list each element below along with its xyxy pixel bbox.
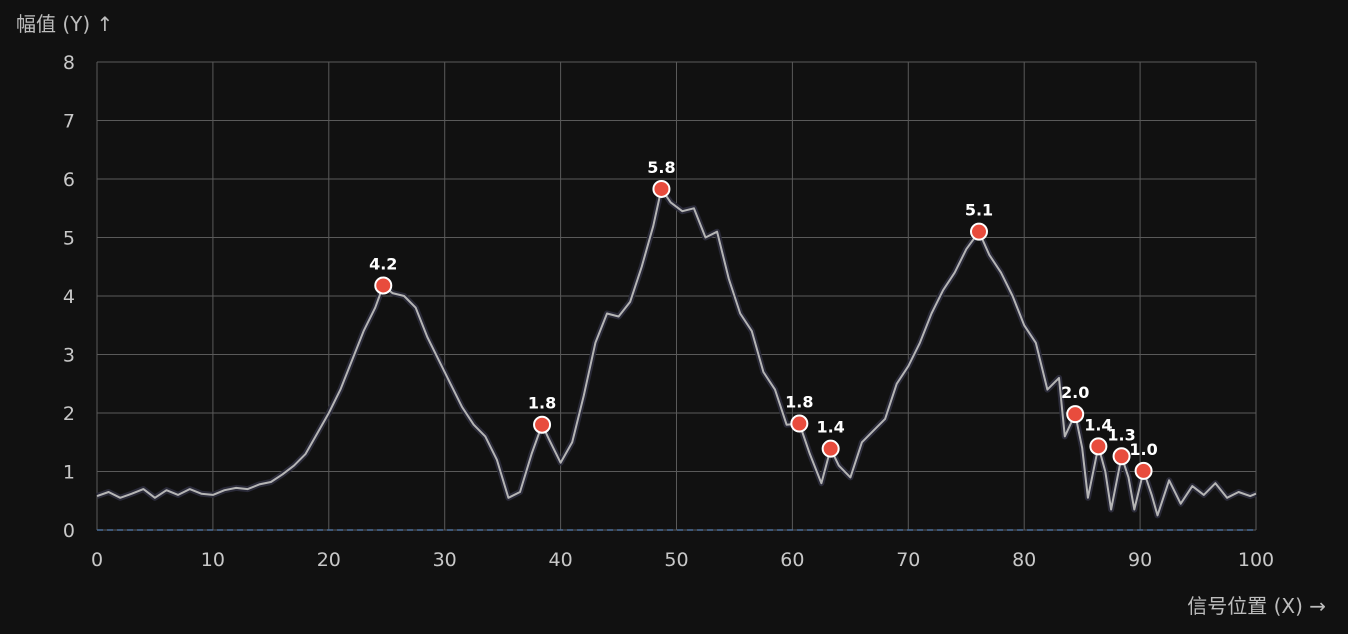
peak-marker: [533, 415, 552, 434]
y-tick-label: 1: [63, 462, 75, 484]
x-tick-label: 70: [896, 549, 920, 571]
x-tick-label: 50: [664, 549, 688, 571]
x-tick-label: 40: [549, 549, 573, 571]
x-tick-label: 100: [1238, 549, 1274, 571]
peak-marker: [374, 276, 393, 295]
peak-marker: [790, 414, 809, 433]
x-tick-label: 0: [91, 549, 103, 571]
y-tick-label: 6: [63, 169, 75, 191]
peak-label: 2.0: [1061, 383, 1089, 402]
y-tick-label: 2: [63, 403, 75, 425]
y-tick-label: 0: [63, 520, 75, 542]
peak-marker: [1089, 437, 1108, 456]
x-tick-label: 20: [317, 549, 341, 571]
y-tick-labels: 0 1 2 3 4 5 6 7 8: [63, 52, 75, 542]
peak-marker: [1134, 461, 1153, 480]
peak-marker: [821, 439, 840, 458]
y-tick-label: 3: [63, 345, 75, 367]
x-tick-labels: 0 10 20 30 40 50 60 70 80 90 100: [91, 549, 1274, 571]
peak-label: 5.8: [647, 158, 675, 177]
peak-label: 1.8: [785, 393, 813, 412]
x-axis-label: 信号位置 (X) →: [1187, 594, 1326, 618]
y-tick-label: 7: [63, 111, 75, 133]
x-tick-label: 80: [1012, 549, 1036, 571]
peak-label: 1.8: [528, 394, 556, 413]
series-line: [96, 187, 1257, 517]
peak-label: 1.3: [1107, 425, 1135, 444]
peak-marker: [969, 222, 988, 241]
x-tick-label: 10: [201, 549, 225, 571]
y-tick-label: 8: [63, 52, 75, 74]
peak-marker: [652, 179, 671, 198]
peak-markers: 4.21.85.81.81.45.12.01.41.31.0: [369, 158, 1158, 480]
y-tick-label: 5: [63, 228, 75, 250]
peak-label: 1.4: [816, 418, 844, 437]
y-axis-label: 幅值 (Y) ↑: [16, 12, 114, 36]
y-tick-label: 4: [63, 286, 75, 308]
peak-label: 5.1: [965, 201, 993, 220]
peak-marker: [1066, 405, 1085, 424]
peak-label: 1.4: [1084, 415, 1112, 434]
peak-label: 4.2: [369, 254, 397, 273]
series-group: [96, 185, 1258, 519]
x-tick-label: 30: [433, 549, 457, 571]
x-tick-label: 60: [780, 549, 804, 571]
x-tick-label: 90: [1128, 549, 1152, 571]
peak-label: 1.0: [1129, 440, 1157, 459]
peak-marker: [1112, 447, 1131, 466]
